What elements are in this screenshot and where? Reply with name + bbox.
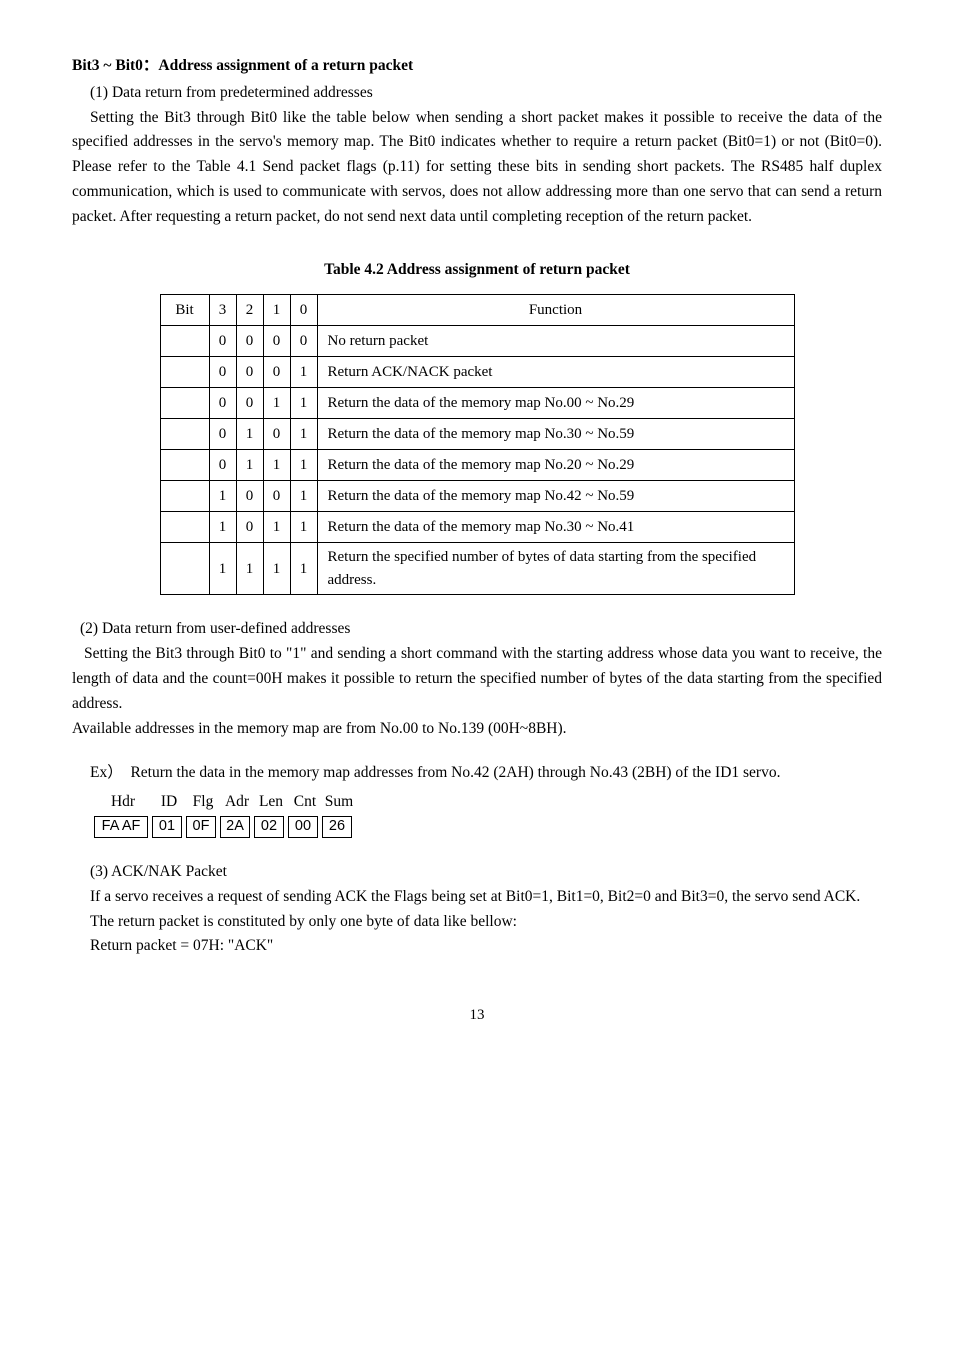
subsection-1-label: (1) Data return from predetermined addre… (90, 81, 882, 106)
subsection-2-label: (2) Data return from user-defined addres… (80, 617, 882, 642)
packet-diagram: Hdr ID Flg Adr Len Cnt Sum FA AF 01 0F 2… (94, 790, 882, 838)
box-adr: 2A (220, 816, 250, 838)
label-len: Len (254, 790, 288, 815)
paragraph-1: Setting the Bit3 through Bit0 like the t… (72, 106, 882, 230)
box-sum: 26 (322, 816, 352, 838)
paragraph-3a: If a servo receives a request of sending… (72, 885, 882, 910)
table-row: 1 1 1 1 Return the specified number of b… (160, 543, 794, 595)
box-id: 01 (152, 816, 182, 838)
table-row: 0 1 0 1 Return the data of the memory ma… (160, 419, 794, 450)
label-flg: Flg (186, 790, 220, 815)
col-function: Function (317, 295, 794, 326)
paragraph-2b: Available addresses in the memory map ar… (72, 717, 882, 742)
table-row: 1 0 0 1 Return the data of the memory ma… (160, 481, 794, 512)
label-hdr: Hdr (94, 790, 152, 815)
table-row: 0 1 1 1 Return the data of the memory ma… (160, 450, 794, 481)
col-bit: Bit (160, 295, 209, 326)
paragraph-2: Setting the Bit3 through Bit0 to "1" and… (72, 642, 882, 716)
subsection-3-label: (3) ACK/NAK Packet (72, 860, 882, 885)
col-b0: 0 (290, 295, 317, 326)
section-heading: Bit3 ~ Bit0：Address assignment of a retu… (72, 54, 882, 79)
col-b3: 3 (209, 295, 236, 326)
box-hdr: FA AF (94, 816, 148, 838)
table-header-row: Bit 3 2 1 0 Function (160, 295, 794, 326)
col-b2: 2 (236, 295, 263, 326)
label-adr: Adr (220, 790, 254, 815)
label-sum: Sum (322, 790, 356, 815)
label-id: ID (152, 790, 186, 815)
table-row: 0 0 1 1 Return the data of the memory ma… (160, 388, 794, 419)
col-b1: 1 (263, 295, 290, 326)
table-row: 0 0 0 1 Return ACK/NACK packet (160, 357, 794, 388)
table-row: 1 0 1 1 Return the data of the memory ma… (160, 512, 794, 543)
box-cnt: 00 (288, 816, 318, 838)
page-number: 13 (72, 1003, 882, 1027)
example-line: Ex） Return the data in the memory map ad… (72, 761, 882, 786)
paragraph-3c: Return packet = 07H: "ACK" (72, 934, 882, 959)
bit-table: Bit 3 2 1 0 Function 0 0 0 0 No return p… (160, 294, 795, 595)
paragraph-3b: The return packet is constituted by only… (72, 910, 882, 935)
box-len: 02 (254, 816, 284, 838)
table-caption: Table 4.2 Address assignment of return p… (72, 258, 882, 283)
table-row: 0 0 0 0 No return packet (160, 326, 794, 357)
box-flg: 0F (186, 816, 216, 838)
label-cnt: Cnt (288, 790, 322, 815)
